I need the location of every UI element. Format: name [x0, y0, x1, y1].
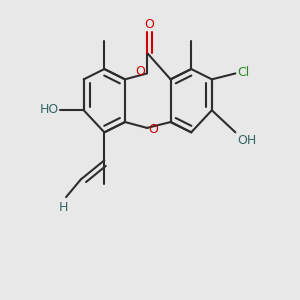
Text: OH: OH — [237, 134, 256, 147]
Text: H: H — [58, 201, 68, 214]
Text: O: O — [145, 18, 154, 31]
Text: O: O — [148, 123, 158, 136]
Text: HO: HO — [40, 103, 59, 116]
Text: Cl: Cl — [237, 66, 249, 79]
Text: O: O — [136, 65, 146, 79]
